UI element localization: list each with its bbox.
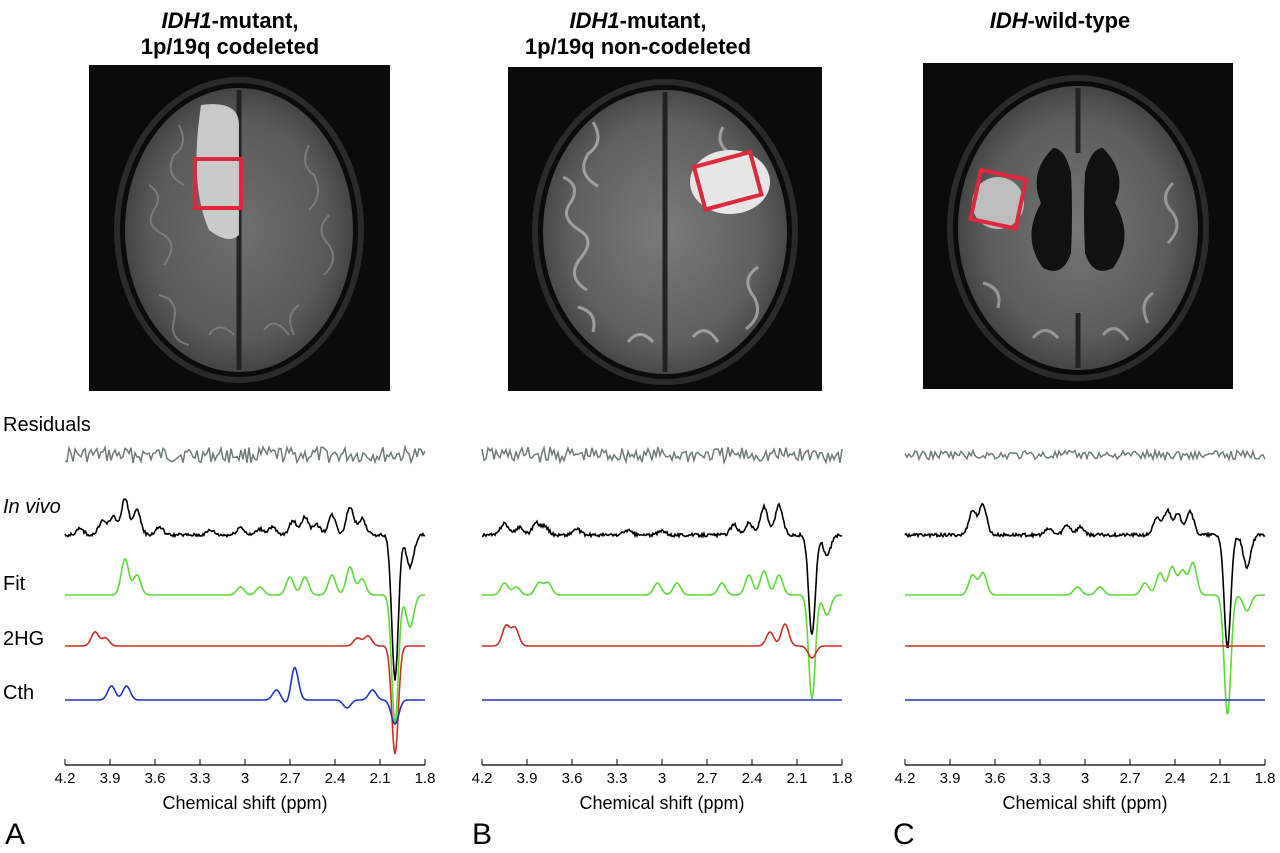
x-tick-label: 3: [241, 770, 249, 787]
x-tick-label: 3: [1081, 770, 1089, 787]
panel-a-title: IDH1-mutant, 1p/19q codeleted: [50, 8, 410, 60]
x-tick-label: 3.3: [607, 770, 628, 787]
panel-letter-a: A: [5, 818, 26, 851]
x-tick-label: 4.2: [55, 770, 76, 787]
spectra-panel-a: 4.2 3.9 3.6 3.3 3 2.7 2.4 2.1 1.8: [55, 444, 436, 787]
series-residuals-line: [64, 444, 426, 465]
spectra-panel-c: 4.2 3.9 3.6 3.3 3 2.7 2.4 2.1 1.8: [895, 447, 1276, 787]
x-tick-label: 2.7: [280, 770, 301, 787]
x-tick-label: 1.8: [1255, 770, 1276, 787]
panel-letter-c: C: [893, 818, 915, 851]
series-residuals-line: [904, 447, 1266, 462]
x-tick-label: 2.7: [697, 770, 718, 787]
x-tick-label: 3.9: [940, 770, 961, 787]
row-label-cth: Cth: [3, 682, 35, 704]
panel-b-title-italic: IDH1: [569, 8, 620, 33]
mri-image-c: [923, 63, 1233, 389]
x-tick-label: 3.6: [145, 770, 166, 787]
panel-b-title-rest: -mutant,: [619, 8, 707, 33]
x-tick-label: 1.8: [832, 770, 853, 787]
row-label-residuals: Residuals: [3, 414, 91, 436]
red-voi-box-c: [968, 167, 1029, 231]
series-2hg-line: [65, 630, 425, 755]
mri-brain-b-graphic: [532, 79, 798, 385]
red-voi-box-a: [193, 157, 243, 210]
x-tick-label: 3.9: [517, 770, 538, 787]
x-tick-label: 2.7: [1120, 770, 1141, 787]
panel-a-title-rest: -mutant,: [211, 8, 299, 33]
series-in-vivo-line: [64, 498, 426, 681]
x-tick-label: 3.3: [1030, 770, 1051, 787]
panel-c-title-italic: IDH: [989, 8, 1028, 33]
x-tick-label: 2.4: [742, 770, 763, 787]
x-tick-label: 3.9: [100, 770, 121, 787]
row-label-fit: Fit: [3, 573, 26, 595]
x-tick-label: 2.1: [1210, 770, 1231, 787]
panel-a-title-line2: 1p/19q codeleted: [140, 34, 320, 59]
row-label-in-vivo: In vivo: [3, 496, 61, 518]
mri-brain-a-graphic: [114, 77, 364, 383]
x-tick-label: 3.3: [190, 770, 211, 787]
series-fit-line: [905, 561, 1265, 715]
panel-letter-b: B: [472, 818, 493, 851]
panel-c-title: IDH-wild-type: [880, 8, 1240, 34]
x-tick-label: 3.6: [562, 770, 583, 787]
panel-a-title-italic: IDH1: [161, 8, 212, 33]
x-tick-label: 2.4: [1165, 770, 1186, 787]
red-voi-box-b: [691, 149, 764, 212]
mri-image-a: [89, 65, 390, 391]
panel-c-title-rest: -wild-type: [1027, 8, 1131, 33]
x-tick-label: 3: [658, 770, 666, 787]
panel-b-title: IDH1-mutant, 1p/19q non-codeleted: [458, 8, 818, 60]
x-tick-label: 3.6: [985, 770, 1006, 787]
x-tick-label: 4.2: [472, 770, 493, 787]
x-tick-label: 2.1: [787, 770, 808, 787]
x-tick-label: 1.8: [415, 770, 436, 787]
x-tick-label: 2.1: [370, 770, 391, 787]
row-label-2hg: 2HG: [3, 628, 45, 650]
panel-b-title-line2: 1p/19q non-codeleted: [524, 34, 752, 59]
x-tick-label: 2.4: [325, 770, 346, 787]
series-cth-line: [65, 666, 425, 726]
spectra-panel-b: 4.2 3.9 3.6 3.3 3 2.7 2.4 2.1 1.8: [472, 444, 853, 787]
x-tick-label: 4.2: [895, 770, 916, 787]
series-fit-line: [482, 569, 842, 700]
mri-brain-c-graphic: [947, 75, 1209, 381]
mri-image-b: [508, 67, 822, 391]
x-axis-label-c: Chemical shift (ppm): [1002, 793, 1168, 813]
x-axis-label-b: Chemical shift (ppm): [579, 793, 745, 813]
series-residuals-line: [481, 444, 843, 465]
series-fit-line: [65, 557, 425, 724]
series-in-vivo-line: [904, 502, 1266, 649]
series-2hg-line: [482, 622, 842, 659]
series-in-vivo-line: [481, 502, 843, 635]
x-axis-label-a: Chemical shift (ppm): [162, 793, 328, 813]
